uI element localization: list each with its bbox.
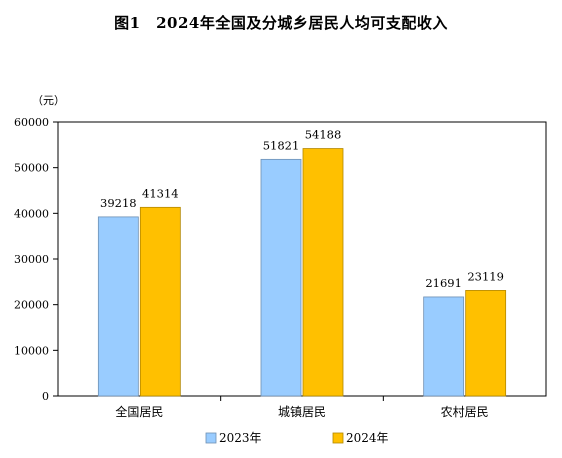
data-label: 39218 — [100, 196, 137, 210]
y-tick-label: 0 — [42, 390, 49, 403]
data-label: 41314 — [142, 186, 179, 200]
bar — [260, 158, 302, 397]
data-label: 21691 — [425, 276, 462, 290]
data-label: 51821 — [263, 138, 300, 152]
data-label: 23119 — [467, 269, 504, 283]
x-category-label: 全国居民 — [115, 404, 163, 419]
bar — [97, 216, 139, 397]
y-tick-label: 20000 — [14, 299, 49, 312]
bar — [465, 290, 507, 397]
chart-title: 图1 2024年全国及分城乡居民人均可支配收入 — [114, 14, 448, 32]
y-tick-label: 60000 — [14, 116, 49, 129]
legend-swatch — [205, 432, 217, 444]
x-category-label: 农村居民 — [441, 405, 489, 419]
bar — [139, 206, 181, 397]
legend-label: 2023年 — [219, 431, 262, 445]
x-category-label: 城镇居民 — [278, 405, 326, 419]
y-tick-label: 40000 — [14, 207, 49, 220]
y-axis-unit: （元） — [32, 94, 65, 107]
legend-swatch — [332, 432, 344, 444]
data-label: 54188 — [305, 128, 342, 142]
y-tick-label: 50000 — [14, 162, 49, 175]
bar — [423, 296, 465, 397]
y-tick-label: 30000 — [14, 253, 49, 266]
legend-label: 2024年 — [346, 431, 389, 445]
bar — [302, 148, 344, 397]
y-tick-label: 10000 — [14, 344, 49, 357]
